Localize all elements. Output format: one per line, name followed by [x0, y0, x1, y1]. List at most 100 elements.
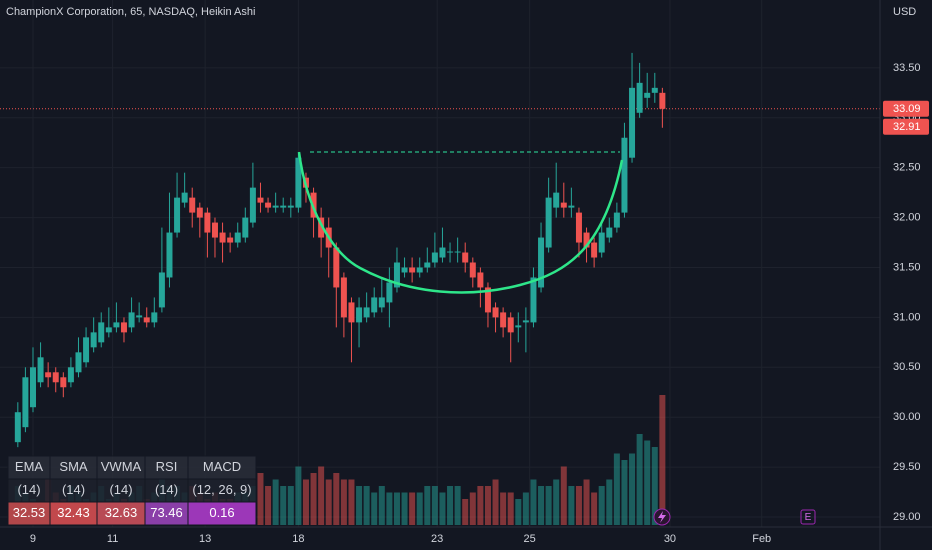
candle-body: [568, 205, 575, 208]
x-tick-label: 13: [199, 533, 211, 545]
candle-body: [363, 307, 370, 318]
volume-bar: [386, 492, 393, 525]
candle-body: [583, 232, 590, 248]
candle-body: [234, 232, 241, 243]
y-tick-label: 31.00: [893, 311, 921, 323]
volume-bar: [393, 492, 400, 525]
lightning-glyph: [658, 511, 666, 523]
volume-bar: [636, 434, 643, 525]
volume-bar: [553, 479, 560, 525]
candle-body: [333, 247, 340, 288]
candle-body: [257, 197, 264, 203]
candle-body: [151, 312, 158, 323]
candle-body: [249, 187, 256, 223]
volume-bar: [287, 486, 294, 525]
indicator-params: (12, 26, 9): [192, 482, 251, 497]
volume-bar: [492, 479, 499, 525]
indicator-value: 0.16: [209, 505, 234, 520]
candle-body: [67, 367, 74, 383]
candle-body: [621, 137, 628, 213]
volume-bar: [454, 486, 461, 525]
volume-bar: [371, 492, 378, 525]
volume-bar: [522, 492, 529, 525]
volume-bar: [280, 486, 287, 525]
volume-bar: [348, 479, 355, 525]
indicator-name: EMA: [15, 459, 44, 474]
candle-body: [538, 237, 545, 288]
volume-bar: [439, 492, 446, 525]
candle-body: [128, 312, 135, 328]
cup-arc: [297, 151, 624, 294]
volume-bar: [318, 466, 325, 525]
candle-body: [29, 367, 36, 408]
candle-body: [629, 87, 636, 158]
volume-bar: [538, 486, 545, 525]
candle-body: [545, 197, 552, 248]
volume-bar: [295, 466, 302, 525]
volume-bar: [356, 486, 363, 525]
candle-body: [280, 205, 287, 208]
volume-bar: [598, 486, 605, 525]
candle-body: [378, 297, 385, 308]
event-marker: E: [805, 512, 812, 523]
volume-bar: [424, 486, 431, 525]
candle-body: [477, 272, 484, 288]
volume-bar: [477, 486, 484, 525]
candle-body: [522, 320, 529, 323]
candle-body: [401, 267, 408, 273]
candle-body: [265, 202, 272, 208]
real-price-box: [883, 118, 929, 135]
volume-bar: [325, 479, 332, 525]
candle-body: [636, 82, 643, 113]
candle-body: [120, 322, 127, 333]
volume-bar: [462, 499, 469, 525]
volume-bar: [302, 479, 309, 525]
volume-bar: [568, 486, 575, 525]
indicator-name: VWMA: [101, 459, 142, 474]
volume-bar: [583, 479, 590, 525]
candle-body: [52, 372, 59, 383]
currency: USD: [893, 6, 916, 18]
candle-body: [454, 251, 461, 253]
last-price-label: 33.09: [893, 103, 921, 115]
indicator-params: (14): [155, 482, 178, 497]
volume-bar: [272, 479, 279, 525]
candle-body: [340, 277, 347, 318]
y-tick-label: 29.50: [893, 461, 921, 473]
volume-bar: [310, 473, 317, 525]
last-price-box: [883, 100, 929, 117]
indicator-value: 73.46: [150, 505, 183, 520]
volume-bar: [333, 473, 340, 525]
volume-bar: [651, 447, 658, 525]
candle-body: [196, 207, 203, 218]
indicator-value: 32.53: [13, 505, 46, 520]
volume-bar: [515, 499, 522, 525]
event-box[interactable]: [800, 509, 816, 525]
candle-body: [575, 212, 582, 243]
candle-body: [158, 272, 165, 308]
candle-body: [14, 412, 21, 443]
candle-body: [90, 332, 97, 348]
candle-body: [98, 322, 105, 343]
candle-body: [598, 232, 605, 253]
candle-body: [287, 205, 294, 208]
volume-bar: [401, 492, 408, 525]
candle-body: [318, 217, 325, 238]
table-cell: [187, 501, 257, 526]
volume-bar: [629, 453, 636, 525]
chart-title: ChampionX Corporation, 65, NASDAQ, Heiki…: [6, 6, 255, 18]
volume-bar: [530, 479, 537, 525]
candle-body: [424, 262, 431, 268]
volume-bar: [545, 486, 552, 525]
x-tick-label: 23: [431, 533, 443, 545]
candle-body: [204, 212, 211, 233]
candle-body: [560, 202, 567, 208]
indicator-value: 32.63: [105, 505, 138, 520]
candle-body: [113, 322, 120, 328]
candle-body: [356, 307, 363, 323]
candle-body: [515, 325, 522, 328]
indicator-value: 32.43: [57, 505, 90, 520]
y-tick-label: 30.00: [893, 411, 921, 423]
x-tick-label: 25: [524, 533, 536, 545]
